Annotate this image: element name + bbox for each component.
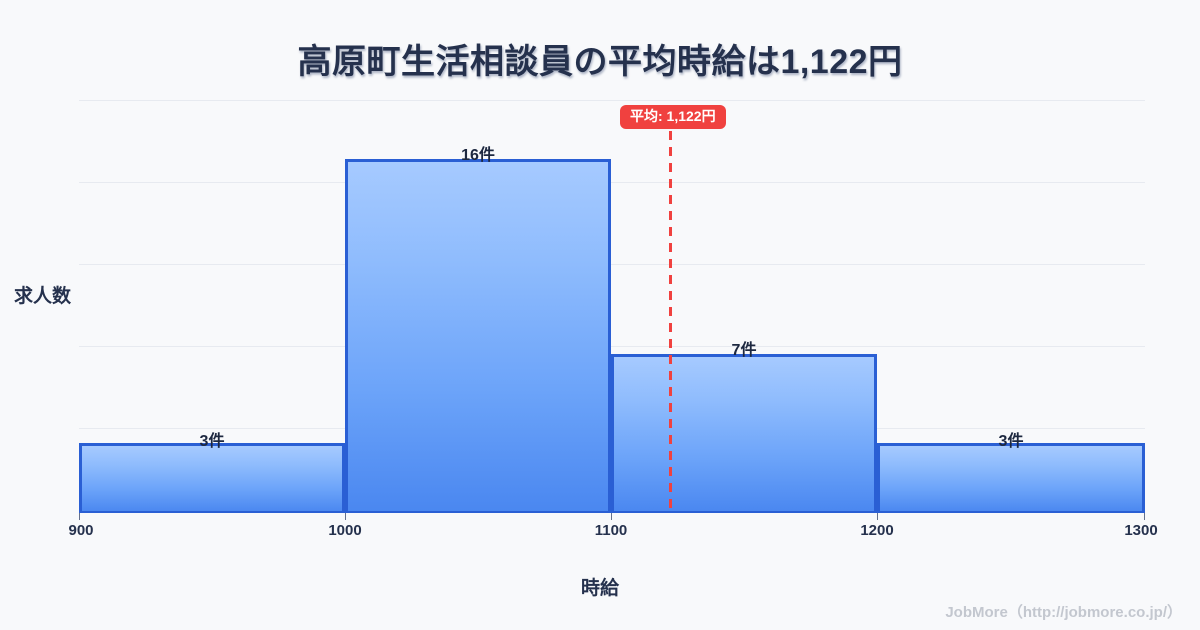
x-tick-mark <box>345 513 346 520</box>
average-badge: 平均: 1,122円 <box>620 105 726 130</box>
average-line <box>669 131 672 512</box>
x-tick-label-900: 900 <box>68 522 94 539</box>
chart-title: 高原町生活相談員の平均時給は1,122円 <box>297 43 903 81</box>
x-axis-title: 時給 <box>580 578 619 599</box>
x-tick-label-1200: 1200 <box>860 522 894 539</box>
bar-value-label: 3件 <box>998 433 1024 450</box>
x-tick-mark <box>79 513 80 520</box>
bar-value-label: 7件 <box>731 342 757 359</box>
x-tick-mark <box>1144 513 1145 520</box>
bar-value-label: 3件 <box>199 433 225 450</box>
x-tick-mark <box>611 513 612 520</box>
gridline <box>79 182 1145 183</box>
bar-1000-1100[interactable] <box>345 159 611 512</box>
x-tick-label-1300: 1300 <box>1124 522 1158 539</box>
plot-area <box>79 100 1145 512</box>
gridline <box>79 346 1145 347</box>
gridline <box>79 100 1145 101</box>
bar-1200-1300[interactable] <box>877 443 1145 512</box>
bar-value-label: 16件 <box>461 147 495 164</box>
x-tick-mark <box>877 513 878 520</box>
x-tick-label-1100: 1100 <box>594 522 628 539</box>
watermark-credit: JobMore（http://jobmore.co.jp/） <box>945 604 1182 621</box>
y-axis-title: 求人数 <box>14 286 72 307</box>
x-axis-baseline <box>79 511 1145 513</box>
x-tick-label-1000: 1000 <box>328 522 362 539</box>
gridline <box>79 264 1145 265</box>
bar-900-1000[interactable] <box>79 443 345 512</box>
bar-1100-1200[interactable] <box>611 354 877 512</box>
